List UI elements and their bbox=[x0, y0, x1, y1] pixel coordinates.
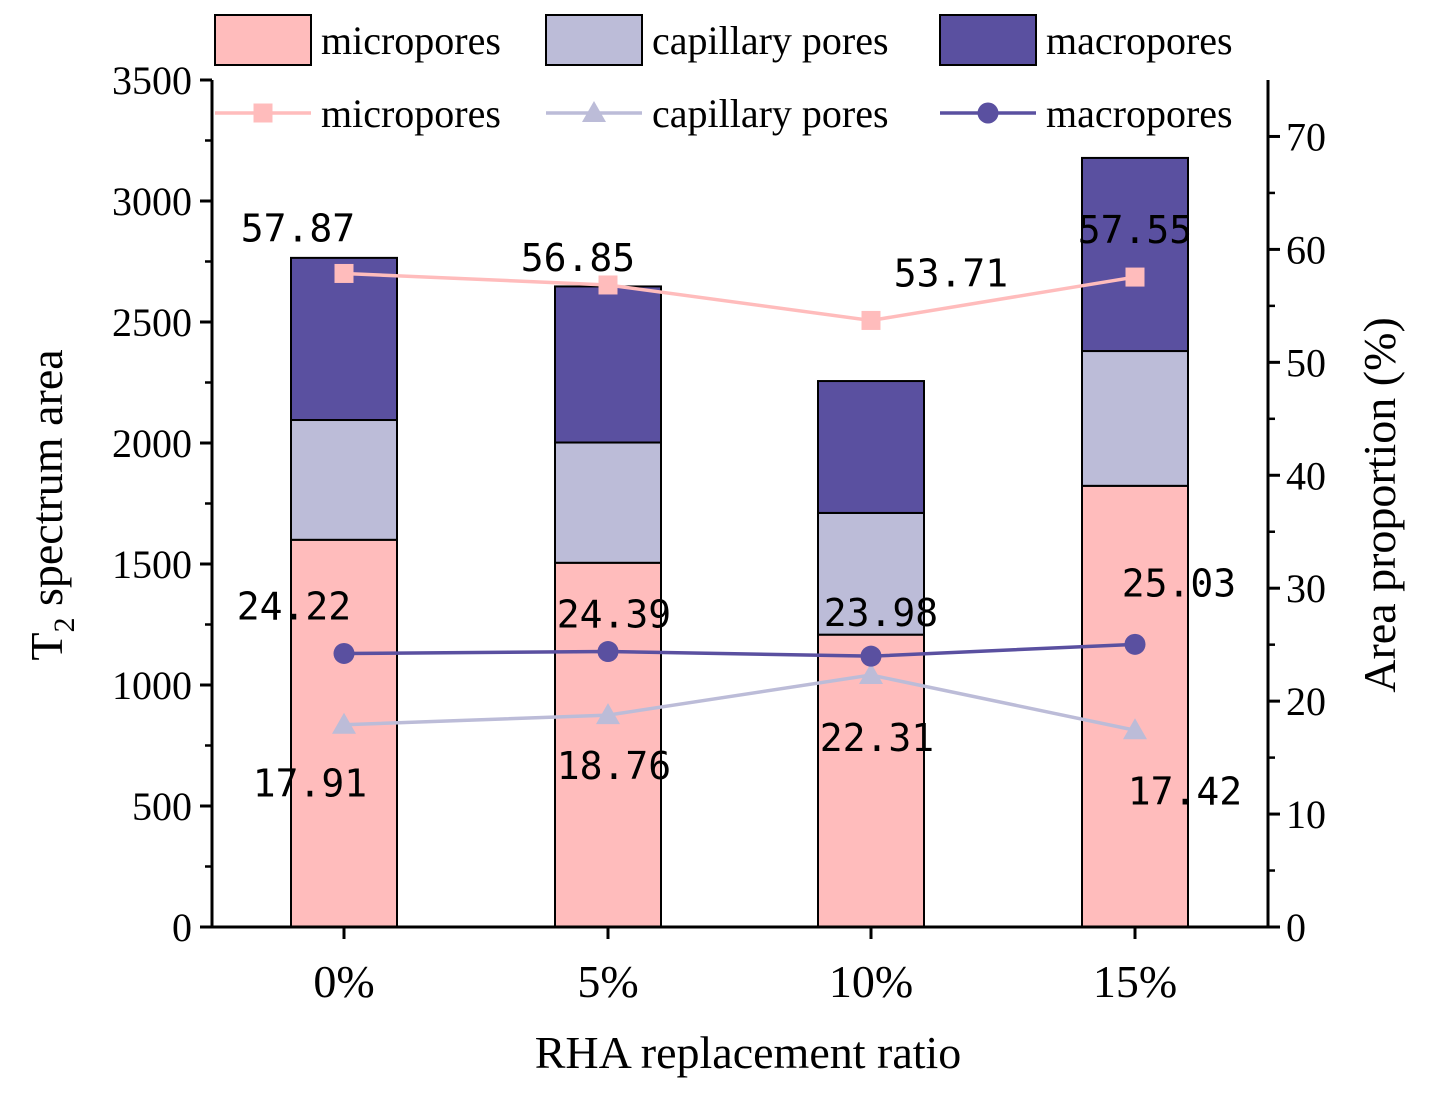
legend-swatch-micropores bbox=[214, 14, 312, 66]
y2-tick-label-7: 70 bbox=[1286, 114, 1326, 159]
data-label-micropores-3: 57.55 bbox=[1078, 208, 1192, 252]
marker-micropores-1 bbox=[598, 275, 618, 295]
data-label-capillary-pores-0: 17.91 bbox=[253, 762, 367, 806]
x-tick-label-3: 15% bbox=[1093, 956, 1177, 1007]
x-tick-label-2: 10% bbox=[829, 956, 913, 1007]
y2-tick-label-6: 60 bbox=[1286, 227, 1326, 272]
marker-micropores-3 bbox=[1125, 267, 1145, 287]
y2-tick-label-2: 20 bbox=[1286, 679, 1326, 724]
line-micropores bbox=[343, 271, 1136, 323]
y2-tick-label-0: 0 bbox=[1286, 905, 1306, 950]
y-axis-title-main: T bbox=[21, 633, 72, 661]
x-tick-label-0: 0% bbox=[313, 956, 374, 1007]
bar-macropores-3 bbox=[1081, 156, 1189, 353]
ticks: 0 500 1000 1500 2000 2500 3000 3500 0 10 20 30 40 50 6… bbox=[112, 58, 1326, 1007]
marker-macropores-3 bbox=[1124, 633, 1146, 655]
legend-swatch-capillary-pores bbox=[545, 14, 643, 66]
bar-micropores-3 bbox=[1081, 484, 1189, 928]
bar-capillary-pores-0 bbox=[290, 419, 398, 541]
marker-macropores-1 bbox=[597, 641, 619, 663]
legend-label-line-micropores: micropores bbox=[321, 91, 501, 136]
data-label-micropores-0: 57.87 bbox=[241, 206, 355, 250]
marker-macropores-2 bbox=[860, 645, 882, 667]
legend-marker-macropores bbox=[977, 102, 999, 124]
y-tick-label-2: 1000 bbox=[112, 663, 192, 708]
y-tick-label-0: 0 bbox=[172, 905, 192, 950]
marker-capillary-pores-3 bbox=[1123, 718, 1147, 740]
y-axis-title: T2 spectrum area bbox=[21, 349, 81, 660]
bar-layer bbox=[290, 156, 1189, 928]
bar-capillary-pores-2 bbox=[817, 511, 925, 636]
data-label-micropores-1: 56.85 bbox=[521, 236, 635, 280]
x-tick-label-1: 5% bbox=[577, 956, 638, 1007]
marker-capillary-pores-2 bbox=[859, 663, 883, 685]
y-tick-label-5: 2500 bbox=[112, 300, 192, 345]
y-axis-title-rest: spectrum area bbox=[21, 349, 72, 617]
y-tick-label-6: 3000 bbox=[112, 179, 192, 224]
y2-tick-label-4: 40 bbox=[1286, 453, 1326, 498]
line-layer bbox=[332, 263, 1147, 740]
y2-tick-label-3: 30 bbox=[1286, 566, 1326, 611]
line-macropores bbox=[343, 642, 1136, 658]
legend-label-line-capillary-pores: capillary pores bbox=[652, 91, 889, 136]
data-label-capillary-pores-3: 17.42 bbox=[1128, 769, 1242, 813]
marker-micropores-2 bbox=[861, 310, 881, 330]
bar-capillary-pores-1 bbox=[554, 441, 662, 564]
y-tick-label-1: 500 bbox=[132, 784, 192, 829]
data-label-macropores-2: 23.98 bbox=[824, 591, 938, 635]
marker-micropores-0 bbox=[334, 263, 354, 283]
bar-capillary-pores-3 bbox=[1081, 350, 1189, 487]
y-axis-title-subscript: 2 bbox=[48, 618, 81, 633]
y2-axis-title: Area proportion (%) bbox=[1354, 317, 1405, 693]
legend-marker-micropores bbox=[253, 103, 273, 123]
marker-capillary-pores-0 bbox=[332, 712, 356, 734]
legend-label-line-macropores: macropores bbox=[1046, 91, 1233, 136]
bar-macropores-1 bbox=[554, 285, 662, 444]
y-tick-label-3: 1500 bbox=[112, 542, 192, 587]
bar-macropores-2 bbox=[817, 380, 925, 514]
line-capillary-pores bbox=[343, 673, 1136, 732]
legend-label-bar-capillary-pores: capillary pores bbox=[652, 18, 889, 63]
data-label-macropores-1: 24.39 bbox=[557, 593, 671, 637]
data-label-macropores-0: 24.22 bbox=[237, 584, 351, 628]
y2-tick-label-5: 50 bbox=[1286, 340, 1326, 385]
legend-marker-capillary-pores bbox=[582, 101, 606, 122]
legend-label-bar-micropores: micropores bbox=[321, 18, 501, 63]
y-tick-label-7: 3500 bbox=[112, 58, 192, 103]
legend-swatch-macropores bbox=[939, 14, 1037, 66]
data-label-capillary-pores-2: 22.31 bbox=[820, 716, 934, 760]
data-label-macropores-3: 25.03 bbox=[1122, 561, 1236, 605]
x-axis-title: RHA replacement ratio bbox=[535, 1027, 962, 1078]
legend: micropores capillary pores macropores micro… bbox=[214, 14, 1233, 136]
marker-capillary-pores-1 bbox=[596, 703, 620, 725]
data-label-capillary-pores-1: 18.76 bbox=[557, 744, 671, 788]
data-label-micropores-2: 53.71 bbox=[894, 251, 1008, 295]
marker-macropores-0 bbox=[333, 642, 355, 664]
y2-tick-label-1: 10 bbox=[1286, 792, 1326, 837]
data-labels: 57.87 56.85 53.71 57.55 17.91 18.76 22.31 17.42… bbox=[237, 206, 1242, 813]
y-tick-label-4: 2000 bbox=[112, 421, 192, 466]
bar-macropores-0 bbox=[290, 256, 398, 422]
legend-label-bar-macropores: macropores bbox=[1046, 18, 1233, 63]
